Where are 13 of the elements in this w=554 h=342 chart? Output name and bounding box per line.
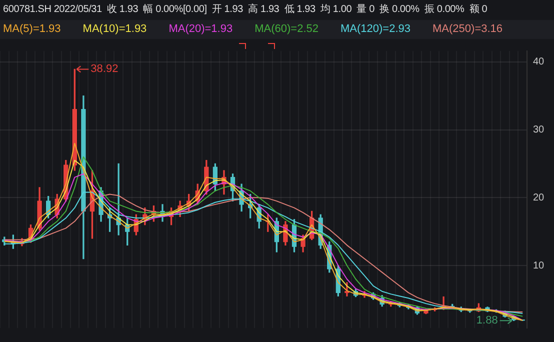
text: MA(60)=2.52 (254, 22, 318, 37)
text: MA(10)=1.93 (82, 22, 147, 37)
text: MA(120)=2.93 (340, 22, 411, 37)
text: MA(250)=3.16 (432, 22, 503, 37)
y-tick-label: 30 (533, 124, 545, 136)
annotation: 1.88 (476, 314, 498, 327)
chart-title: 600781.SH 2022/05/31 收 1.93 幅 0.00%[0.00] 开 1.93 高 1.93 低 1.93 均 1.00 量 0 换 0.00% 振 0.00% 额 0 (2, 2, 488, 17)
annotation: 38.92 (90, 63, 118, 76)
y-tick-label: 10 (533, 260, 545, 272)
text: MA(20)=1.93 (168, 22, 233, 37)
y-tick-label: 40 (533, 56, 545, 68)
y-tick-label: 20 (533, 192, 545, 204)
text: MA(5)=1.93 (3, 22, 61, 37)
